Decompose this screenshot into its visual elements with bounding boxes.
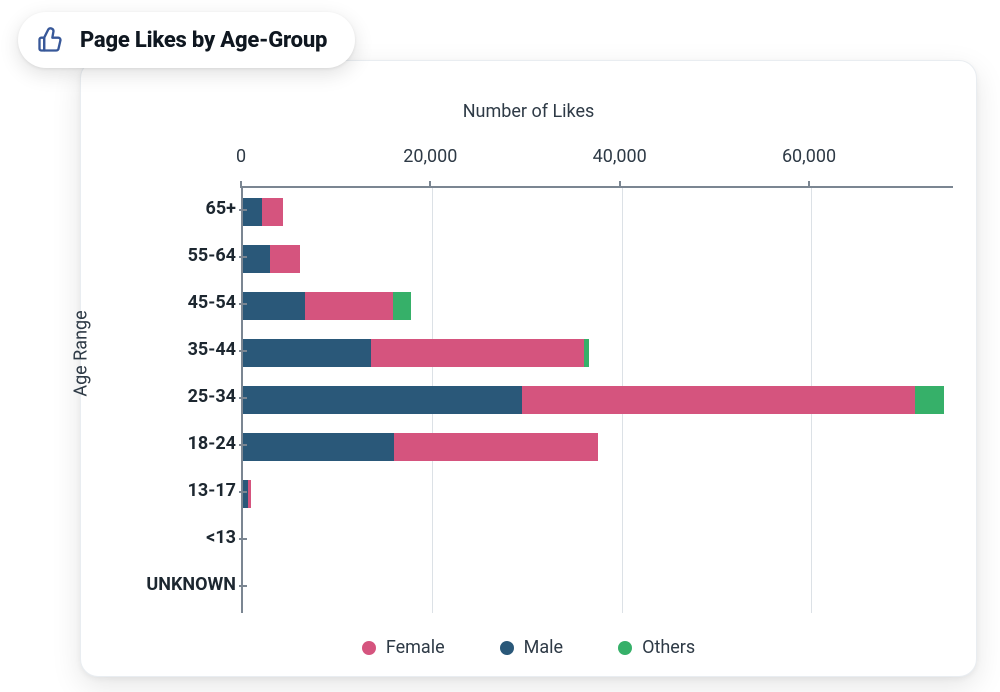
bar-row xyxy=(243,339,589,367)
legend-item-female: Female xyxy=(362,637,445,658)
legend-item-others: Others xyxy=(618,637,695,658)
y-tick-mark xyxy=(239,538,247,540)
x-tick-label: 60,000 xyxy=(782,146,836,167)
bar-segment-female xyxy=(305,292,392,320)
bar-segment-others xyxy=(915,386,943,414)
y-axis-title: Age Range xyxy=(61,91,101,616)
legend-swatch xyxy=(500,641,514,655)
x-tick-label: 0 xyxy=(236,146,246,167)
bar-segment-male xyxy=(243,386,522,414)
bar-row xyxy=(243,292,411,320)
chart-card: Number of Likes Age Range FemaleMaleOthe… xyxy=(80,60,977,677)
x-axis-title: Number of Likes xyxy=(81,101,976,122)
bar-row xyxy=(243,245,300,273)
y-tick-mark xyxy=(239,444,247,446)
bar-row xyxy=(243,198,283,226)
thumbs-up-icon xyxy=(36,26,64,54)
legend-label: Male xyxy=(524,637,563,658)
y-axis-title-text: Age Range xyxy=(71,310,92,396)
bar-segment-male xyxy=(243,245,270,273)
x-tick-label: 40,000 xyxy=(593,146,647,167)
x-tick-mark xyxy=(429,181,431,188)
y-tick-label: 13-17 xyxy=(188,480,236,501)
legend-item-male: Male xyxy=(500,637,563,658)
plot-area xyxy=(241,186,953,613)
y-tick-mark xyxy=(239,350,247,352)
y-tick-label: <13 xyxy=(206,527,236,548)
y-tick-label: 65+ xyxy=(206,198,236,219)
bar-segment-others xyxy=(584,339,590,367)
y-tick-mark xyxy=(239,256,247,258)
y-tick-label: 25-34 xyxy=(188,386,236,407)
y-tick-mark xyxy=(239,397,247,399)
bar-segment-female xyxy=(262,198,283,226)
y-tick-label: 45-54 xyxy=(188,292,236,313)
x-tick-mark xyxy=(619,181,621,188)
page: Number of Likes Age Range Female Male Othe… xyxy=(0,0,1000,692)
legend: Female Male Others xyxy=(81,637,976,658)
bar-segment-female xyxy=(522,386,915,414)
chart-container: Number of Likes Age Range FemaleMaleOthe… xyxy=(81,91,976,676)
y-tick-label: 35-44 xyxy=(188,339,236,360)
legend-swatch xyxy=(618,641,632,655)
bar-segment-male xyxy=(243,339,371,367)
bar-segment-male xyxy=(243,433,394,461)
bar-segment-female xyxy=(270,245,300,273)
y-tick-label: UNKNOWN xyxy=(146,574,236,595)
y-tick-label: 18-24 xyxy=(188,433,236,454)
bar-row xyxy=(243,386,944,414)
legend-swatch xyxy=(362,641,376,655)
y-tick-mark xyxy=(239,209,247,211)
y-tick-mark xyxy=(239,491,247,493)
title-pill: Page Likes by Age-Group xyxy=(18,12,355,68)
y-tick-mark xyxy=(239,585,247,587)
bar-segment-female xyxy=(371,339,584,367)
bar-row xyxy=(243,433,598,461)
legend-label: Female xyxy=(386,637,445,658)
bar-segment-male xyxy=(243,292,305,320)
bar-segment-female xyxy=(394,433,598,461)
bar-row xyxy=(243,480,251,508)
bar-segment-others xyxy=(393,292,412,320)
legend-label: Others xyxy=(642,637,695,658)
x-tick-mark xyxy=(808,181,810,188)
y-tick-label: 55-64 xyxy=(188,245,236,266)
x-tick-label: 20,000 xyxy=(403,146,457,167)
y-tick-mark xyxy=(239,303,247,305)
bar-segment-male xyxy=(243,198,262,226)
chart-title: Page Likes by Age-Group xyxy=(80,28,327,53)
x-tick-mark xyxy=(240,181,242,188)
bar-segment-female xyxy=(248,480,251,508)
